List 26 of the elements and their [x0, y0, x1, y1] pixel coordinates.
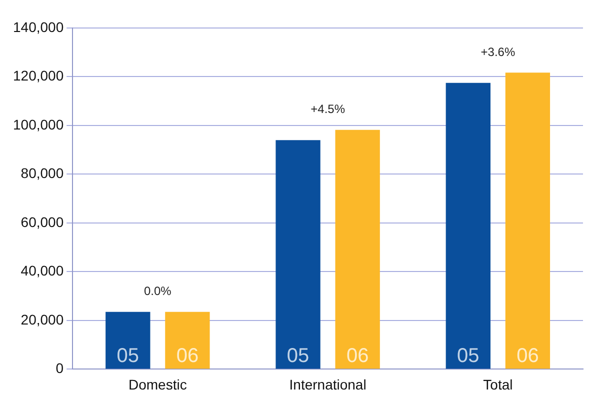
bar — [165, 312, 210, 369]
text: 05 — [286, 345, 310, 368]
bar — [505, 72, 550, 369]
text: 05 — [457, 345, 480, 368]
bar — [446, 82, 490, 369]
bar — [335, 130, 380, 369]
text: 06 — [516, 345, 539, 368]
bar — [276, 140, 320, 369]
series-label: 05 — [116, 345, 140, 368]
y-tick-label: 100,000 — [12, 116, 64, 132]
x-tick-label: Domestic — [128, 376, 187, 392]
y-tick-label: 120,000 — [12, 68, 64, 84]
y-tick-label: 40,000 — [20, 262, 64, 279]
series-label: 06 — [176, 345, 199, 368]
bar — [106, 312, 150, 369]
y-tick-label: 20,000 — [20, 311, 64, 328]
y-tick-label: 140,000 — [12, 18, 64, 35]
annotation: +3.6% — [480, 44, 516, 59]
x-tick-label: Total — [483, 376, 513, 392]
y-tick-label: 80,000 — [20, 165, 64, 182]
x-tick-label: International — [289, 376, 366, 392]
y-tick-label: 0 — [56, 360, 64, 376]
text: 06 — [346, 345, 369, 368]
annotation: 0.0% — [144, 284, 172, 298]
annotation: +4.5% — [310, 102, 346, 116]
y-tick-label: 60,000 — [20, 214, 64, 230]
